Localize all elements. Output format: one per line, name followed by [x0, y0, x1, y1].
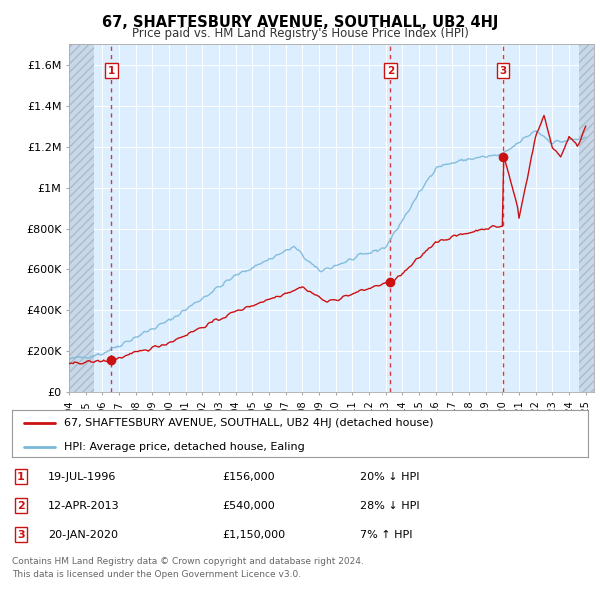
Text: 12-APR-2013: 12-APR-2013	[48, 501, 119, 510]
Text: 67, SHAFTESBURY AVENUE, SOUTHALL, UB2 4HJ (detached house): 67, SHAFTESBURY AVENUE, SOUTHALL, UB2 4H…	[64, 418, 433, 428]
Text: 1: 1	[108, 66, 115, 76]
Text: 28% ↓ HPI: 28% ↓ HPI	[360, 501, 419, 510]
Text: 2: 2	[387, 66, 394, 76]
Text: 3: 3	[500, 66, 507, 76]
Text: 19-JUL-1996: 19-JUL-1996	[48, 472, 116, 481]
Text: £540,000: £540,000	[222, 501, 275, 510]
Text: Contains HM Land Registry data © Crown copyright and database right 2024.: Contains HM Land Registry data © Crown c…	[12, 558, 364, 566]
Text: This data is licensed under the Open Government Licence v3.0.: This data is licensed under the Open Gov…	[12, 571, 301, 579]
Text: £156,000: £156,000	[222, 472, 275, 481]
Text: Price paid vs. HM Land Registry's House Price Index (HPI): Price paid vs. HM Land Registry's House …	[131, 27, 469, 40]
Text: 20% ↓ HPI: 20% ↓ HPI	[360, 472, 419, 481]
Text: 1: 1	[17, 472, 25, 481]
Text: £1,150,000: £1,150,000	[222, 530, 285, 539]
Text: 7% ↑ HPI: 7% ↑ HPI	[360, 530, 413, 539]
Bar	[579, 44, 594, 392]
Bar	[69, 44, 94, 392]
Text: 20-JAN-2020: 20-JAN-2020	[48, 530, 118, 539]
Text: HPI: Average price, detached house, Ealing: HPI: Average price, detached house, Eali…	[64, 442, 305, 452]
Text: 67, SHAFTESBURY AVENUE, SOUTHALL, UB2 4HJ: 67, SHAFTESBURY AVENUE, SOUTHALL, UB2 4H…	[102, 15, 498, 30]
Text: 3: 3	[17, 530, 25, 539]
Text: 2: 2	[17, 501, 25, 510]
